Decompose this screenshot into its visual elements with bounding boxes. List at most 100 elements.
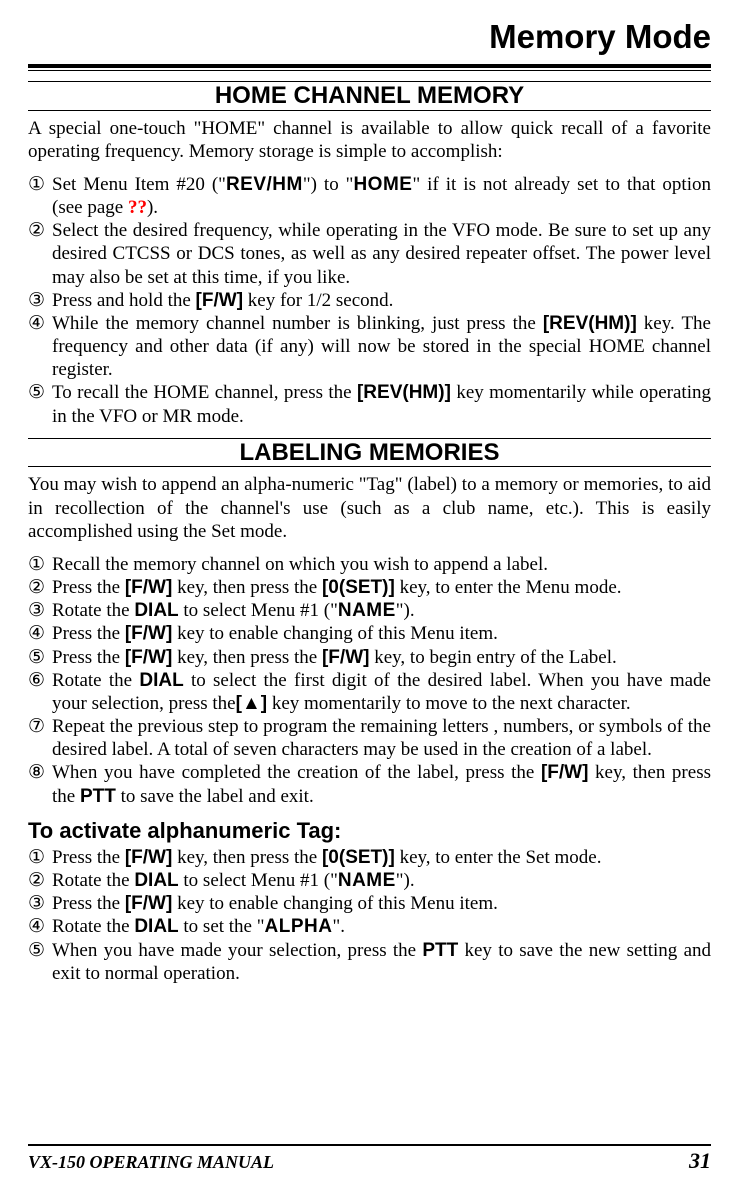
step-text: Press the — [52, 847, 125, 868]
step-text: When you have completed the creation of … — [52, 762, 541, 783]
step-marker: ⑦ — [28, 715, 52, 738]
footer-rule — [28, 1144, 711, 1146]
step-marker: ③ — [28, 599, 52, 622]
section1-intro: A special one-touch "HOME" channel is av… — [28, 117, 711, 163]
step-marker: ④ — [28, 622, 52, 645]
step-text: While the memory channel number is blink… — [52, 313, 543, 334]
list-item: ④Rotate the DIAL to set the "ALPHA". — [28, 915, 711, 938]
step-text: ). — [147, 197, 158, 218]
ptt-label: PTT — [422, 940, 458, 961]
list-item: ⑤When you have made your selection, pres… — [28, 939, 711, 985]
page-footer: VX-150 OPERATING MANUAL 31 — [28, 1144, 711, 1174]
step-text: key, to begin entry of the Label. — [369, 647, 616, 668]
footer-manual-title: VX-150 OPERATING MANUAL — [28, 1152, 274, 1173]
dial-label: DIAL — [134, 870, 178, 891]
list-item: ⑥Rotate the DIAL to select the first dig… — [28, 669, 711, 715]
step-text: Rotate the — [52, 870, 134, 891]
dial-label: DIAL — [139, 670, 183, 691]
sub-steps: ①Press the [F/W] key, then press the [0(… — [28, 846, 711, 985]
step-text: to set the " — [179, 916, 265, 937]
step-text: key, then press the — [172, 647, 322, 668]
section1-steps: ①Set Menu Item #20 ("REV/HM") to "HOME" … — [28, 173, 711, 428]
step-marker: ① — [28, 553, 52, 576]
step-marker: ④ — [28, 312, 52, 335]
section2-steps: ①Recall the memory channel on which you … — [28, 553, 711, 808]
title-rule-thick — [28, 64, 711, 68]
code-text: NAME — [338, 870, 396, 891]
up-arrow-key: [▲] — [236, 693, 267, 714]
step-marker: ② — [28, 869, 52, 892]
step-text: "). — [396, 870, 415, 891]
key-label: [0(SET)] — [322, 847, 395, 868]
step-marker: ③ — [28, 892, 52, 915]
dial-label: DIAL — [134, 916, 178, 937]
key-label: [F/W] — [125, 893, 172, 914]
step-text: key, then press the — [172, 577, 322, 598]
list-item: ③Press the [F/W] key to enable changing … — [28, 892, 711, 915]
step-text: Rotate the — [52, 600, 134, 621]
step-text: key to enable changing of this Menu item… — [172, 623, 498, 644]
section2-heading: LABELING MEMORIES — [28, 439, 711, 467]
step-text: to save the label and exit. — [116, 786, 314, 807]
list-item: ①Set Menu Item #20 ("REV/HM") to "HOME" … — [28, 173, 711, 219]
step-marker: ① — [28, 173, 52, 196]
footer-line: VX-150 OPERATING MANUAL 31 — [28, 1148, 711, 1174]
step-text: Rotate the — [52, 916, 134, 937]
list-item: ①Press the [F/W] key, then press the [0(… — [28, 846, 711, 869]
step-text: Press the — [52, 647, 125, 668]
step-marker: ⑧ — [28, 761, 52, 784]
step-text: Set Menu Item #20 (" — [52, 174, 226, 195]
list-item: ②Select the desired frequency, while ope… — [28, 219, 711, 289]
key-label: [F/W] — [125, 623, 172, 644]
step-marker: ⑤ — [28, 381, 52, 404]
section1-heading: HOME CHANNEL MEMORY — [28, 82, 711, 110]
step-text: key for 1/2 second. — [243, 290, 393, 311]
page-ref-missing: ?? — [128, 197, 147, 218]
sub-heading: To activate alphanumeric Tag: — [28, 818, 711, 844]
ptt-label: PTT — [80, 786, 116, 807]
step-marker: ④ — [28, 915, 52, 938]
step-text: to select Menu #1 (" — [179, 600, 338, 621]
step-text: Press and hold the — [52, 290, 196, 311]
list-item: ③Press and hold the [F/W] key for 1/2 se… — [28, 289, 711, 312]
list-item: ③Rotate the DIAL to select Menu #1 ("NAM… — [28, 599, 711, 622]
code-text: HOME — [353, 174, 412, 195]
step-text: To recall the HOME channel, press the — [52, 382, 357, 403]
step-text: Press the — [52, 623, 125, 644]
step-text: key, to enter the Set mode. — [395, 847, 602, 868]
step-text: Recall the memory channel on which you w… — [52, 554, 548, 575]
step-text: "). — [396, 600, 415, 621]
step-marker: ⑤ — [28, 646, 52, 669]
step-text: key momentarily to move to the next char… — [267, 693, 631, 714]
key-label: [F/W] — [125, 577, 172, 598]
footer-page-number: 31 — [689, 1148, 711, 1174]
key-label: [REV(HM)] — [357, 382, 451, 403]
step-marker: ③ — [28, 289, 52, 312]
step-marker: ① — [28, 846, 52, 869]
key-label: [F/W] — [196, 290, 243, 311]
list-item: ④Press the [F/W] key to enable changing … — [28, 622, 711, 645]
title-rule-thin — [28, 70, 711, 71]
step-text: Rotate the — [52, 670, 139, 691]
code-text: REV/HM — [226, 174, 303, 195]
list-item: ⑤Press the [F/W] key, then press the [F/… — [28, 646, 711, 669]
step-text: Press the — [52, 893, 125, 914]
dial-label: DIAL — [134, 600, 178, 621]
step-text: Repeat the previous step to program the … — [52, 716, 711, 760]
list-item: ⑤To recall the HOME channel, press the [… — [28, 381, 711, 427]
list-item: ②Press the [F/W] key, then press the [0(… — [28, 576, 711, 599]
page-title: Memory Mode — [28, 18, 711, 56]
key-label: [F/W] — [125, 847, 172, 868]
step-text: key to enable changing of this Menu item… — [172, 893, 498, 914]
step-text: key, to enter the Menu mode. — [395, 577, 622, 598]
section2-intro: You may wish to append an alpha-numeric … — [28, 473, 711, 543]
key-label: [0(SET)] — [322, 577, 395, 598]
step-text: When you have made your selection, press… — [52, 940, 422, 961]
step-text: key, then press the — [172, 847, 322, 868]
step-marker: ② — [28, 576, 52, 599]
key-label: [F/W] — [541, 762, 588, 783]
key-label: [REV(HM)] — [543, 313, 637, 334]
key-label: [F/W] — [125, 647, 172, 668]
key-label: [F/W] — [322, 647, 369, 668]
code-text: NAME — [338, 600, 396, 621]
